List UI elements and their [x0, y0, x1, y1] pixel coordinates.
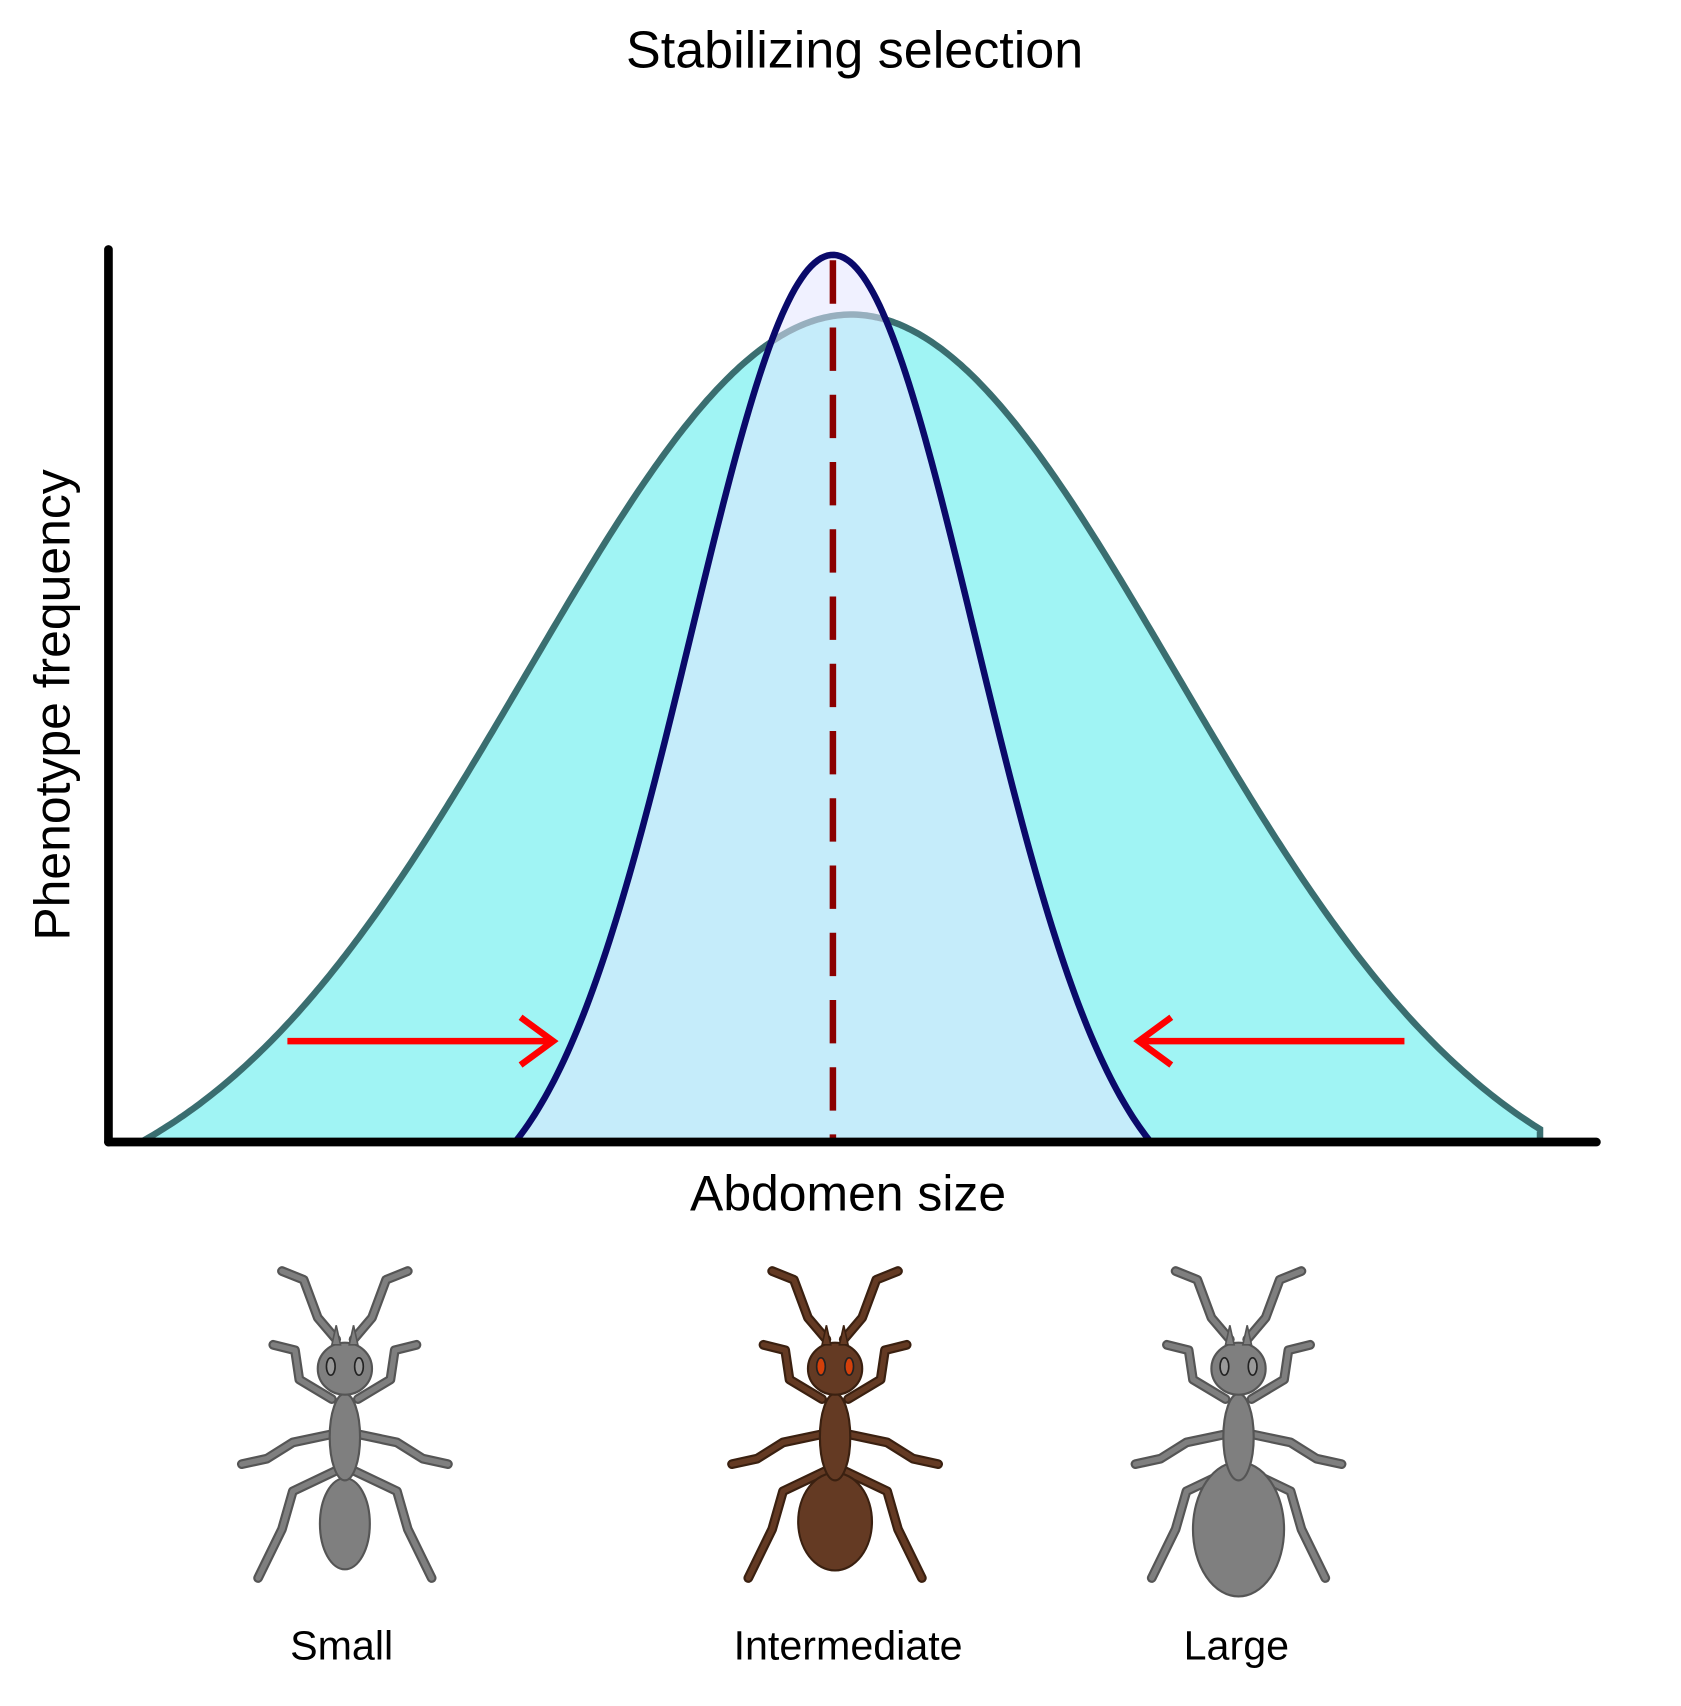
- ant-head: [806, 1341, 864, 1396]
- ant-leg: [355, 1342, 420, 1402]
- ant-leg: [1244, 1268, 1305, 1343]
- arrow-left-head: [518, 1014, 559, 1068]
- ant-thorax: [818, 1392, 852, 1482]
- ant-eye: [325, 1357, 336, 1377]
- ant-eye: [1219, 1357, 1230, 1377]
- x-axis-label: Abdomen size: [690, 1165, 1006, 1221]
- ant-abdomen: [1191, 1460, 1286, 1598]
- ant-leg: [745, 1466, 832, 1581]
- ant-leg: [1248, 1342, 1313, 1402]
- ant-leg: [845, 1342, 910, 1402]
- ant-abdomen: [318, 1477, 371, 1571]
- ant-leg: [1246, 1431, 1345, 1467]
- ant-eye: [844, 1357, 855, 1377]
- ant-leg: [841, 1268, 901, 1343]
- ant-thorax: [328, 1392, 362, 1482]
- ant-leg: [1132, 1431, 1231, 1467]
- ant: [1130, 1266, 1347, 1598]
- title: Stabilizing selection: [626, 21, 1083, 79]
- ant: [727, 1266, 943, 1583]
- ant-head: [316, 1341, 374, 1396]
- ant-eye: [353, 1357, 365, 1377]
- ant-leg: [843, 1431, 941, 1467]
- ant-leg: [270, 1342, 335, 1402]
- ant-abdomen: [797, 1471, 874, 1572]
- axes: [104, 245, 1601, 1147]
- ant-leg: [1172, 1268, 1233, 1343]
- ant-mandible: [821, 1325, 832, 1346]
- ant-head: [1210, 1341, 1267, 1396]
- ant-eye: [1247, 1357, 1258, 1377]
- ant-leg: [769, 1268, 830, 1343]
- ant-leg: [838, 1466, 925, 1581]
- ant-label: Small: [290, 1622, 393, 1668]
- ant-leg: [239, 1431, 337, 1467]
- ant-mandible: [1241, 1325, 1253, 1346]
- ant-label: Large: [1184, 1622, 1289, 1668]
- ant-eye: [815, 1357, 827, 1377]
- ant-mandible: [838, 1325, 850, 1346]
- ant-leg: [1164, 1342, 1229, 1402]
- ant-leg: [729, 1431, 827, 1467]
- selection-arrows: [287, 1014, 1405, 1068]
- arrow-right-head: [1133, 1014, 1174, 1068]
- ant-leg: [255, 1466, 342, 1581]
- ant: [236, 1266, 453, 1583]
- ants: [236, 1266, 1347, 1598]
- curves: [128, 251, 1544, 1146]
- ant-mandible: [1224, 1325, 1236, 1346]
- ant-thorax: [1222, 1392, 1255, 1482]
- ant-mandible: [330, 1325, 342, 1346]
- ant-leg: [350, 1268, 411, 1343]
- ant-label: Intermediate: [734, 1622, 963, 1668]
- ant-leg: [760, 1342, 825, 1402]
- ant-mandible: [348, 1325, 359, 1346]
- ant-leg: [353, 1431, 451, 1467]
- ant-leg: [348, 1466, 435, 1581]
- y-axis-label: Phenotype frequency: [24, 469, 80, 940]
- ant-leg: [279, 1268, 339, 1343]
